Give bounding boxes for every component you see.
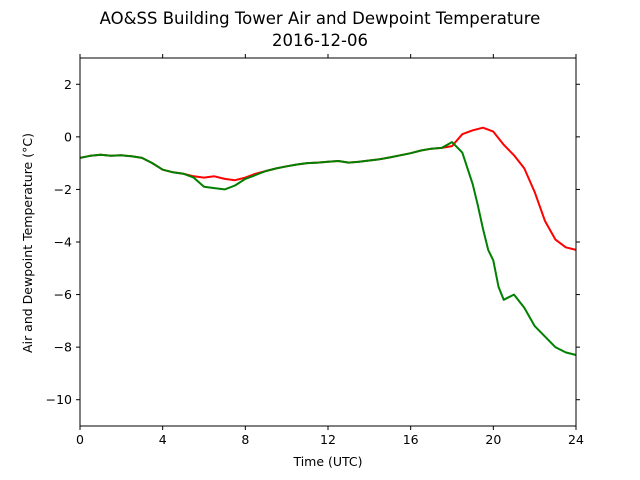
x-tick-label: 12 <box>320 432 336 447</box>
y-axis-label: Air and Dewpoint Temperature (°C) <box>20 133 35 353</box>
x-tick-label: 4 <box>159 432 167 447</box>
y-tick-label: −10 <box>46 392 72 407</box>
series-line-1 <box>79 126 577 251</box>
chart-subtitle: 2016-12-06 <box>272 31 368 50</box>
x-axis-label: Time (UTC) <box>292 454 362 469</box>
y-tick-label: −8 <box>54 340 72 355</box>
chart-title: AO&SS Building Tower Air and Dewpoint Te… <box>100 9 541 28</box>
y-tick-label: 0 <box>64 129 72 144</box>
y-tick-label: 2 <box>64 77 72 92</box>
x-tick-label: 24 <box>568 432 584 447</box>
x-tick-label: 16 <box>403 432 419 447</box>
x-tick-label: 20 <box>485 432 501 447</box>
x-tick-label: 8 <box>241 432 249 447</box>
y-tick-label: −2 <box>54 182 72 197</box>
series-line-2 <box>79 141 577 356</box>
plot-frame <box>79 57 577 427</box>
y-tick-label: −4 <box>54 235 72 250</box>
x-tick-label: 0 <box>76 432 84 447</box>
y-tick-label: −6 <box>54 287 72 302</box>
